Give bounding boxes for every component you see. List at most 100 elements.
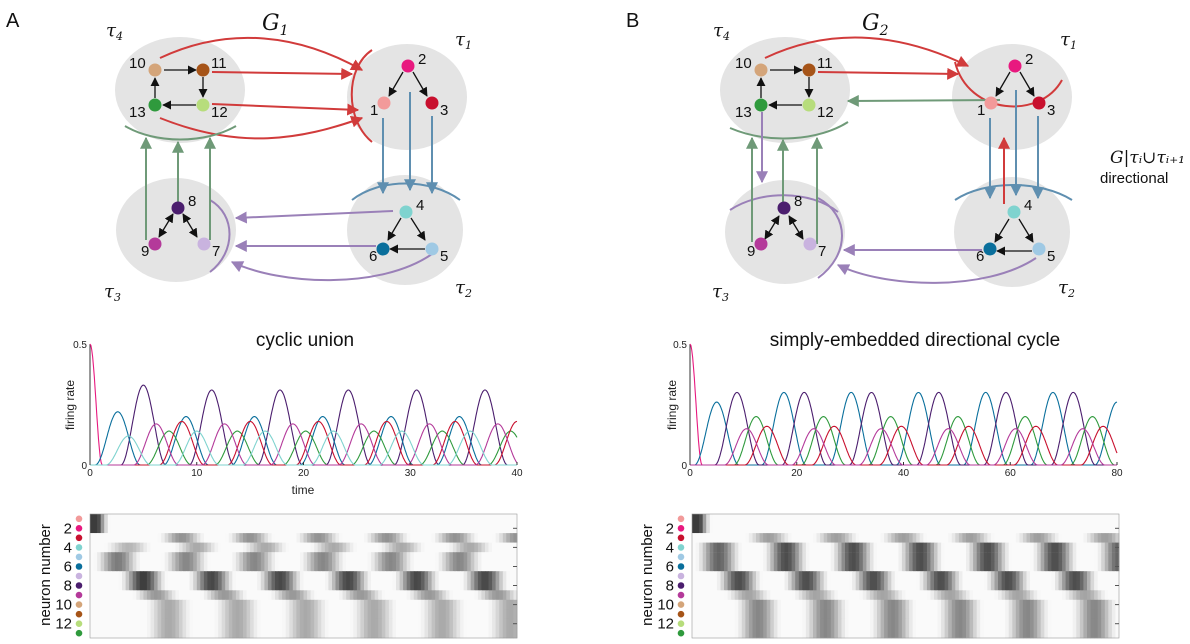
raster-cell-a — [275, 628, 279, 639]
raster-cell-a — [235, 514, 240, 524]
raster-cell-a — [161, 599, 166, 610]
raster-cell-a — [90, 599, 94, 610]
raster-cell-a — [214, 533, 219, 543]
raster-cell-b — [752, 599, 757, 610]
raster-cell-a — [307, 628, 312, 639]
raster-cell-a — [161, 628, 166, 639]
raster-cell-a — [353, 590, 358, 601]
raster-cell-a — [239, 561, 244, 572]
raster-cell-b — [901, 561, 906, 572]
raster-cell-a — [492, 571, 497, 581]
raster-cell-b — [1090, 590, 1095, 601]
raster-cell-b — [990, 618, 995, 629]
raster-cell-a — [235, 590, 240, 601]
raster-cell-b — [962, 580, 967, 591]
raster-cell-a — [413, 609, 418, 620]
raster-cell-a — [420, 580, 425, 591]
raster-cell-a — [499, 628, 504, 639]
raster-cell-b — [1055, 590, 1059, 601]
raster-cell-a — [136, 533, 141, 543]
raster-cell-b — [802, 533, 807, 543]
raster-cell-a — [438, 628, 443, 639]
raster-cell-b — [877, 552, 881, 562]
raster-cell-b — [777, 533, 782, 543]
raster-cell-a — [477, 523, 482, 534]
raster-cell-b — [823, 609, 828, 620]
raster-cell-a — [179, 533, 183, 543]
raster-cell-b — [841, 533, 846, 543]
raster-cell-b — [763, 533, 768, 543]
raster-cell-b — [702, 523, 707, 534]
raster-cell-a — [278, 599, 283, 610]
raster-cell-a — [150, 609, 155, 620]
raster-cell-a — [104, 552, 109, 562]
raster-cell-a — [182, 514, 187, 524]
raster-dot-13-a — [75, 629, 83, 637]
raster-cell-a — [474, 523, 479, 534]
raster-cell-b — [1072, 523, 1077, 534]
raster-cell-a — [435, 628, 440, 639]
raster-cell-b — [756, 552, 760, 562]
raster-cell-a — [310, 533, 315, 543]
raster-cell-b — [766, 580, 771, 591]
raster-cell-a — [186, 514, 191, 524]
raster-cell-b — [951, 628, 956, 639]
raster-cell-b — [848, 552, 853, 562]
raster-cell-b — [1065, 599, 1070, 610]
raster-dot-9-a — [75, 591, 83, 599]
raster-cell-a — [253, 628, 258, 639]
raster-cell-b — [1111, 618, 1116, 629]
raster-cell-b — [709, 523, 714, 534]
raster-cell-a — [321, 514, 326, 524]
raster-cell-a — [225, 514, 230, 524]
raster-cell-a — [225, 628, 230, 639]
raster-cell-b — [976, 590, 981, 601]
raster-cell-b — [901, 628, 906, 639]
raster-cell-b — [756, 599, 760, 610]
raster-cell-a — [513, 533, 518, 543]
raster-cell-b — [930, 514, 935, 524]
raster-cell-b — [1022, 523, 1027, 534]
raster-cell-b — [909, 628, 914, 639]
raster-cell-b — [884, 599, 889, 610]
raster-cell-a — [289, 542, 294, 553]
raster-cell-a — [211, 599, 215, 610]
raster-cell-a — [150, 542, 155, 553]
raster-cell-b — [713, 609, 718, 620]
raster-cell-a — [139, 514, 144, 524]
raster-cell-a — [132, 542, 137, 553]
raster-cell-b — [958, 523, 963, 534]
raster-cell-b — [848, 533, 853, 543]
raster-cell-a — [214, 609, 219, 620]
raster-cell-a — [385, 533, 390, 543]
raster-cell-b — [877, 523, 881, 534]
raster-cell-b — [1108, 542, 1113, 553]
y-tick-label-b-1: 0 — [681, 461, 687, 472]
raster-cell-a — [449, 628, 454, 639]
raster-cell-a — [264, 628, 269, 639]
raster-cell-a — [189, 552, 194, 562]
raster-cell-a — [157, 599, 162, 610]
raster-cell-a — [321, 609, 326, 620]
raster-cell-a — [285, 514, 290, 524]
raster-cell-b — [695, 590, 700, 601]
tau-label-a-4: τ4 — [106, 20, 123, 43]
raster-cell-a — [193, 580, 198, 591]
raster-cell-a — [339, 561, 344, 572]
raster-cell-b — [1111, 523, 1116, 534]
raster-cell-b — [699, 533, 704, 543]
raster-cell-b — [791, 533, 796, 543]
raster-cell-a — [118, 552, 123, 562]
raster-cell-b — [955, 580, 960, 591]
raster-cell-a — [307, 552, 312, 562]
raster-cell-b — [912, 590, 917, 601]
raster-cell-a — [111, 533, 116, 543]
raster-cell-b — [1019, 571, 1024, 581]
raster-cell-b — [894, 542, 899, 553]
raster-cell-b — [937, 514, 942, 524]
raster-cell-b — [877, 561, 881, 572]
raster-cell-b — [695, 523, 700, 534]
node-10-a — [148, 63, 162, 77]
raster-cell-b — [958, 533, 963, 543]
